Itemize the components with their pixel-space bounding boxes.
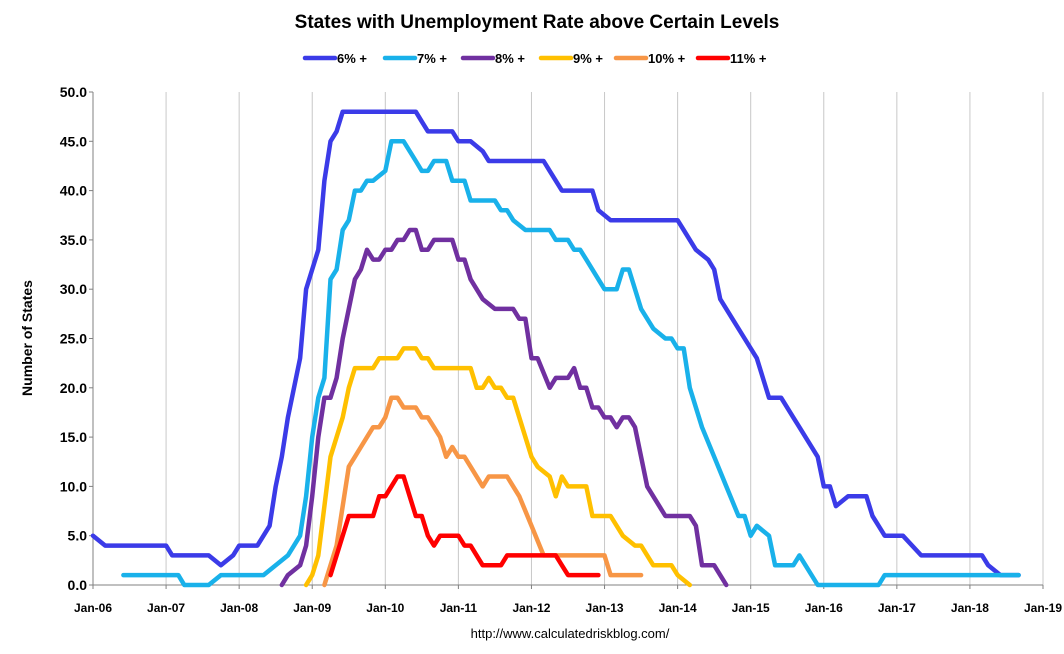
y-axis-label: Number of States: [19, 280, 35, 396]
series-line-3: [279, 227, 729, 588]
y-tick-label: 5.0: [68, 528, 88, 544]
x-tick-label: Jan-10: [366, 601, 404, 615]
legend: 6% + 7% + 8% + 9% + 10% + 11% +: [302, 51, 767, 66]
chart-title: States with Unemployment Rate above Cert…: [295, 12, 780, 33]
legend-label: 11% +: [730, 51, 767, 66]
series-line-5: [322, 395, 644, 588]
series-lines: [90, 109, 1021, 588]
series-line-1: [90, 109, 1021, 578]
x-tick-label: Jan-13: [586, 601, 624, 615]
legend-label: 6% +: [337, 51, 367, 66]
series-line-2: [121, 139, 1021, 588]
y-tick-label: 50.0: [60, 84, 87, 100]
y-tick-label: 0.0: [68, 577, 88, 593]
axes: [89, 91, 1044, 589]
source-url: http://www.calculatedriskblog.com/: [471, 626, 670, 641]
y-tick-labels: 0.0 5.0 10.0 15.0 20.0 25.0 30.0 35.0 40.0 45.0 50…: [60, 84, 87, 593]
x-tick-label: Jan-12: [512, 601, 550, 615]
series-line-6: [328, 474, 601, 578]
x-tick-label: Jan-08: [220, 601, 258, 615]
x-tick-label: Jan-19: [1024, 601, 1062, 615]
y-tick-label: 10.0: [60, 478, 87, 494]
legend-label: 9% +: [573, 51, 603, 66]
gridlines: [165, 92, 1044, 585]
x-tick-label: Jan-18: [951, 601, 989, 615]
x-tick-label: Jan-06: [74, 601, 112, 615]
x-tick-label: Jan-16: [805, 601, 843, 615]
x-tick-label: Jan-14: [659, 601, 697, 615]
y-tick-label: 35.0: [60, 232, 87, 248]
y-tick-label: 40.0: [60, 183, 87, 199]
x-tick-label: Jan-09: [293, 601, 331, 615]
x-tick-label: Jan-11: [440, 601, 478, 615]
series-line-4: [303, 346, 693, 588]
legend-label: 10% +: [648, 51, 686, 66]
y-tick-label: 25.0: [60, 331, 87, 347]
x-tick-label: Jan-17: [878, 601, 916, 615]
x-tick-label: Jan-07: [147, 601, 185, 615]
legend-label: 7% +: [417, 51, 447, 66]
x-tick-label: Jan-15: [732, 601, 770, 615]
y-tick-label: 45.0: [60, 133, 87, 149]
y-tick-label: 20.0: [60, 380, 87, 396]
y-tick-label: 30.0: [60, 281, 87, 297]
y-tick-label: 15.0: [60, 429, 87, 445]
x-tick-labels: Jan-06 Jan-07 Jan-08 Jan-09 Jan-10 Jan-11 Jan-…: [74, 601, 1062, 615]
legend-label: 8% +: [495, 51, 525, 66]
